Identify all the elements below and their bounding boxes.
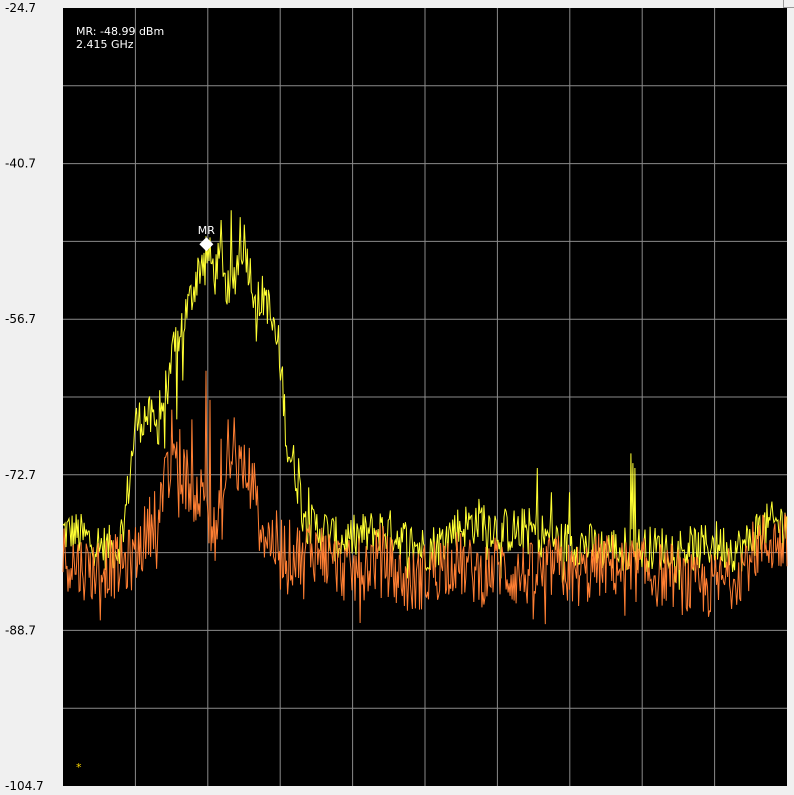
marker[interactable]: MR [198,224,215,252]
corner-box [783,0,794,8]
footnote-star: * [76,761,82,774]
y-tick-label: -88.7 [5,623,36,637]
trace-orange-line [62,370,788,625]
y-tick-label: -24.7 [5,1,36,15]
y-tick-label: -56.7 [5,312,36,326]
y-tick-label: -40.7 [5,157,36,171]
y-tick-label: -72.7 [5,468,36,482]
marker-readout-level: MR: -48.99 dBm [76,25,164,38]
marker-diamond[interactable] [199,237,214,252]
traces [62,210,788,625]
marker-label: MR [198,224,215,237]
y-tick-label: -104.7 [5,779,44,793]
grid-lines [63,8,787,786]
y-axis-ticks: -24.7 -40.7 -56.7 -72.7 -88.7 -104.7 [5,1,44,793]
marker-readout-frequency: 2.415 GHz [76,38,134,51]
